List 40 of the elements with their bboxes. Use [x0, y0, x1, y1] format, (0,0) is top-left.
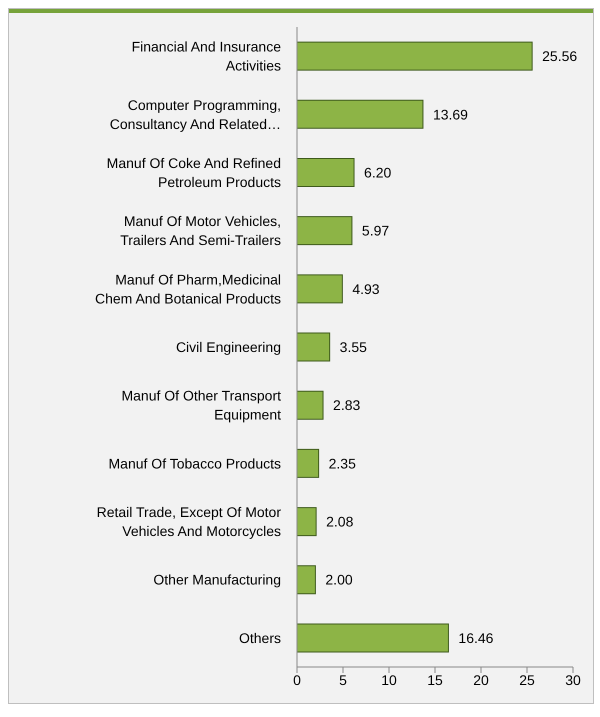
y-tick-label: Manuf Of Pharm,Medicinal Chem And Botanical Products [95, 271, 281, 306]
bar [297, 623, 449, 652]
data-label: 2.08 [326, 514, 354, 530]
y-tick-label: Manuf Of Motor Vehicles, Trailers And Semi-Trailers [120, 213, 281, 248]
y-tick-label: Retail Trade, Except Of Motor Vehicles And Motorcycles [96, 504, 282, 540]
x-tick-label: 25 [519, 672, 535, 688]
y-tick-label: Manuf Of Tobacco Products [108, 455, 281, 472]
x-tick-label: 0 [293, 672, 302, 688]
bar [297, 100, 424, 129]
x-tick-label: 5 [339, 672, 348, 688]
y-tick-label: Others [238, 630, 281, 646]
x-tick-label: 20 [473, 672, 489, 688]
bar [297, 42, 533, 71]
x-tick-label: 30 [565, 672, 581, 688]
bar [297, 216, 352, 246]
data-label: 13.69 [432, 106, 468, 122]
data-label: 25.56 [542, 48, 578, 64]
y-tick-label: Financial And Insurance Activities [132, 38, 282, 74]
data-label: 6.20 [364, 164, 392, 180]
x-tick-label: 15 [427, 672, 443, 688]
data-label: 2.35 [328, 455, 356, 472]
bar [297, 390, 324, 420]
bar [297, 274, 343, 304]
data-label: 3.55 [340, 339, 368, 356]
bar [297, 565, 316, 594]
data-label: 5.97 [362, 222, 390, 239]
data-label: 4.93 [352, 280, 380, 297]
bar [297, 507, 317, 536]
data-label: 2.83 [333, 397, 360, 414]
bar [297, 332, 330, 362]
data-label: 2.00 [325, 572, 353, 588]
y-tick-label: Civil Engineering [176, 339, 281, 355]
y-tick-label: Manuf Of Coke And Refined Petroleum Products [106, 154, 281, 190]
bar [297, 448, 320, 478]
bar [297, 158, 355, 187]
y-tick-label: Other Manufacturing [153, 572, 281, 588]
x-tick-label: 10 [381, 672, 397, 688]
y-tick-label: Computer Programming, Consultancy And Related… [110, 96, 281, 132]
y-tick-label: Manuf Of Other Transport Equipment [121, 388, 282, 423]
data-label: 16.46 [458, 630, 494, 646]
